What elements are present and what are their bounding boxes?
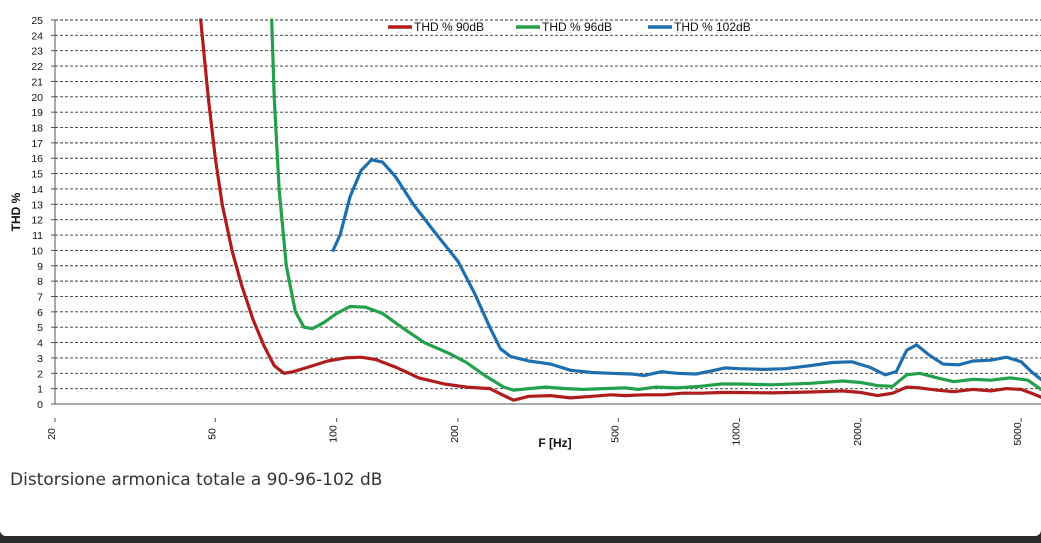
y-tick-label: 15 [31, 169, 43, 181]
y-tick-label: 18 [31, 123, 43, 135]
y-tick-label: 14 [31, 184, 43, 196]
figure-caption: Distorsione armonica totale a 90-96-102 … [10, 470, 383, 490]
series-line [199, 18, 1041, 402]
y-tick-label: 19 [31, 107, 43, 119]
y-tick-label: 17 [31, 138, 43, 150]
x-tick-label: 50 [206, 428, 218, 440]
y-tick-label: 4 [37, 338, 43, 350]
x-axis-title: F [Hz] [538, 436, 571, 450]
y-tick-label: 25 [31, 15, 43, 27]
legend-label: THD % 102dB [674, 20, 751, 34]
legend-label: THD % 96dB [542, 20, 612, 34]
series-line [270, 18, 1041, 392]
y-tick-label: 16 [31, 153, 43, 165]
x-tick-label: 1000 [731, 422, 743, 446]
y-tick-label: 2 [37, 368, 43, 380]
legend-label: THD % 90dB [414, 20, 484, 34]
y-tick-label: 23 [31, 46, 43, 58]
x-tick-label: 20 [46, 428, 58, 440]
y-tick-label: 6 [37, 307, 43, 319]
y-tick-label: 3 [37, 353, 43, 365]
y-tick-label: 21 [31, 76, 43, 88]
y-tick-label: 22 [31, 61, 43, 73]
y-tick-label: 8 [37, 276, 43, 288]
series-line [331, 158, 1041, 381]
y-tick-label: 13 [31, 199, 43, 211]
y-tick-label: 0 [37, 399, 43, 411]
thd-chart: 0 1 2 3 4 5 6 7 8 9 10 11 12 13 14 15 16 17 18 19 20 21 22 23 24… [9, 15, 1041, 450]
y-tick-label: 5 [37, 322, 43, 334]
y-tick-label: 12 [31, 215, 43, 227]
x-tick-label: 2000 [852, 422, 864, 446]
y-tick-label: 9 [37, 261, 43, 273]
x-tick-label: 500 [609, 425, 621, 443]
chart-svg: 0123456789101112131415161718192021222324… [9, 15, 1041, 450]
y-tick-label: 20 [31, 92, 43, 104]
y-axis-title: THD % [9, 192, 23, 231]
y-tick-label: 7 [37, 291, 43, 303]
y-tick-label: 11 [32, 230, 43, 242]
x-tick-label: 100 [328, 425, 340, 443]
y-tick-label: 1 [37, 384, 43, 396]
x-tick-label: 200 [449, 425, 461, 443]
x-tick-label: 5000 [1012, 422, 1024, 446]
y-tick-label: 10 [31, 245, 43, 257]
y-tick-label: 24 [31, 30, 43, 42]
